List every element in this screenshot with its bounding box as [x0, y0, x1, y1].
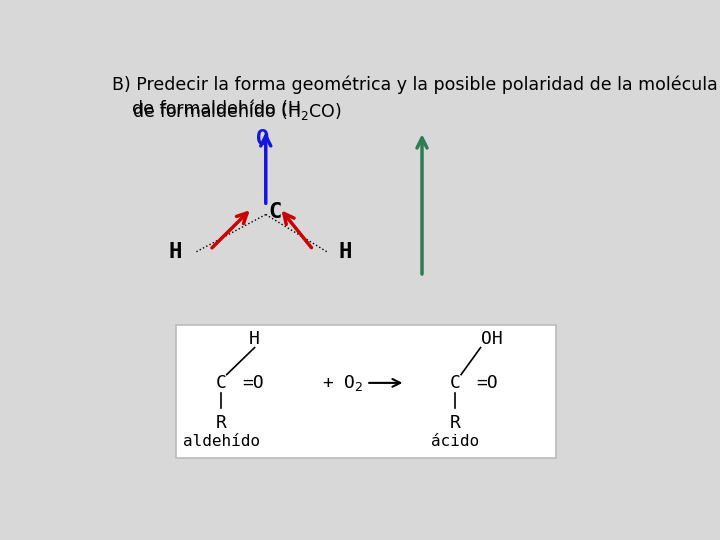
Text: =O: =O — [477, 374, 498, 392]
Text: H: H — [168, 242, 181, 262]
Text: aldehído: aldehído — [183, 434, 260, 449]
Text: C: C — [269, 202, 282, 222]
Text: ácido: ácido — [431, 434, 480, 449]
Text: C: C — [450, 374, 461, 392]
Text: C: C — [216, 374, 227, 392]
FancyBboxPatch shape — [176, 325, 556, 458]
Text: =O: =O — [243, 374, 264, 392]
Text: + O$_2$: + O$_2$ — [322, 373, 363, 393]
Text: de formaldehído (H: de formaldehído (H — [132, 100, 301, 118]
Text: OH: OH — [481, 329, 503, 348]
Text: B) Predecir la forma geométrica y la posible polaridad de la molécula: B) Predecir la forma geométrica y la pos… — [112, 75, 718, 94]
Text: de formaldehído (H$_2$CO): de formaldehído (H$_2$CO) — [132, 100, 341, 122]
Text: O: O — [256, 129, 269, 149]
Text: R: R — [216, 414, 227, 432]
Text: H: H — [338, 242, 351, 262]
Text: H: H — [249, 329, 260, 348]
Text: R: R — [450, 414, 461, 432]
